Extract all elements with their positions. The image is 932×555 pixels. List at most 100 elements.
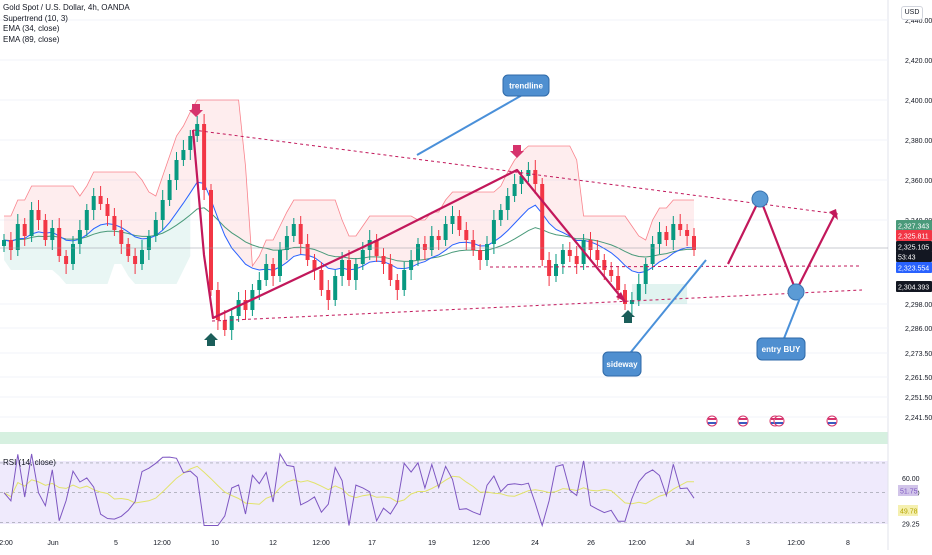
candle-body [153,220,158,236]
down-arrow-marker [189,104,203,117]
y-tick-label: 2,273.500 [905,351,932,358]
price-label-box [896,220,932,231]
candle-body [8,240,13,250]
candle-body [416,244,420,260]
supertrend-down-line [4,99,694,268]
y-tick-label: 2,261.500 [905,375,932,382]
candle-body [50,228,55,240]
x-tick-label: 24 [531,540,539,547]
x-tick-label: 8 [846,540,850,547]
us-flag-stripe [828,418,836,420]
candle-body [298,224,303,244]
candle-body [271,264,276,276]
indicator-ema34[interactable]: EMA (34, close) [3,24,60,33]
candle-body [533,170,538,184]
candle-body [333,276,338,300]
candle-body [588,240,593,250]
us-flag-stripe [775,418,783,420]
candle-body [623,290,627,304]
candle-body [491,220,496,244]
candle-body [167,180,172,200]
candle-body [485,244,489,260]
candle-body [547,260,552,276]
candle-body [278,250,282,276]
price-label: 2,325.105 [898,245,929,252]
price-label: 2,325.811 [898,234,929,241]
candle-body [657,232,662,244]
pane-separator [0,432,888,444]
us-flag-stripe [828,422,836,424]
currency-button[interactable]: USD [901,6,923,20]
projection-path [727,196,837,293]
candle-body [229,316,234,330]
candle-body [146,236,151,250]
candle-body [77,230,82,244]
rsi-tick-label: 29.25 [902,522,920,529]
candle-body [105,204,110,216]
indicator-supertrend[interactable]: Supertrend (10, 3) [3,13,68,23]
rsi-legend[interactable]: RSI (14, close) [3,458,56,467]
us-flag-stripe [739,418,747,420]
candle-body [409,260,414,270]
target-marker [751,190,769,208]
price-label: 2,323.554 [898,266,929,273]
candle-body [243,300,248,310]
candle-body [360,250,365,264]
candle-body [381,256,386,264]
candle-body [671,224,676,240]
rsi-ma-line [3,465,694,505]
candle-body [436,236,441,240]
y-tick-label: 2,241.500 [905,415,932,422]
candle-body [353,264,358,280]
x-tick-label: 12 [269,540,277,547]
candle-body [84,210,89,230]
x-tick-label: 2:00 [0,540,13,547]
x-tick-label: 3 [746,540,750,547]
down-arrow-marker [510,145,524,158]
rsi-value-box [898,505,918,516]
candle-body [512,184,517,196]
candle-body [291,224,296,236]
candle-body [126,244,131,256]
candle-body [595,250,600,260]
candle-body [181,150,186,160]
candle-body [202,124,207,190]
candle-body [319,270,324,290]
candle-body [140,250,144,264]
us-flag-icon [737,415,749,427]
candle-body [57,228,62,256]
candle-body [71,244,75,264]
candle-body [29,210,34,236]
candle-body [388,264,393,280]
rsi-line [3,452,695,528]
x-tick-label: 17 [368,540,376,547]
y-tick-label: 2,360.000 [905,178,932,185]
us-flag-stripe [739,422,747,424]
price-label-box [896,241,932,252]
candle-body [422,244,427,250]
y-tick-label: 2,420.000 [905,58,932,65]
candle-body [636,284,641,300]
candle-body [264,264,269,280]
candle-body [347,260,351,280]
candle-body [174,160,179,180]
us-flag-icon [773,415,785,427]
x-tick-label: 12:00 [472,540,490,547]
candle-body [464,230,469,240]
x-tick-label: Jun [47,540,58,547]
candle-body [195,124,200,136]
candle-body [443,224,448,240]
price-label-box [896,251,932,262]
candle-body [664,232,669,240]
indicator-ema89[interactable]: EMA (89, close) [3,34,60,44]
y-tick-label: 2,380.000 [905,138,932,145]
candle-body [257,280,262,290]
sideway-top-line [489,265,863,268]
candle-body [236,300,241,316]
candle-body [91,196,96,210]
y-tick-label: 2,298.000 [905,302,932,309]
x-tick-label: 19 [428,540,436,547]
x-tick-label: 12:00 [628,540,646,547]
